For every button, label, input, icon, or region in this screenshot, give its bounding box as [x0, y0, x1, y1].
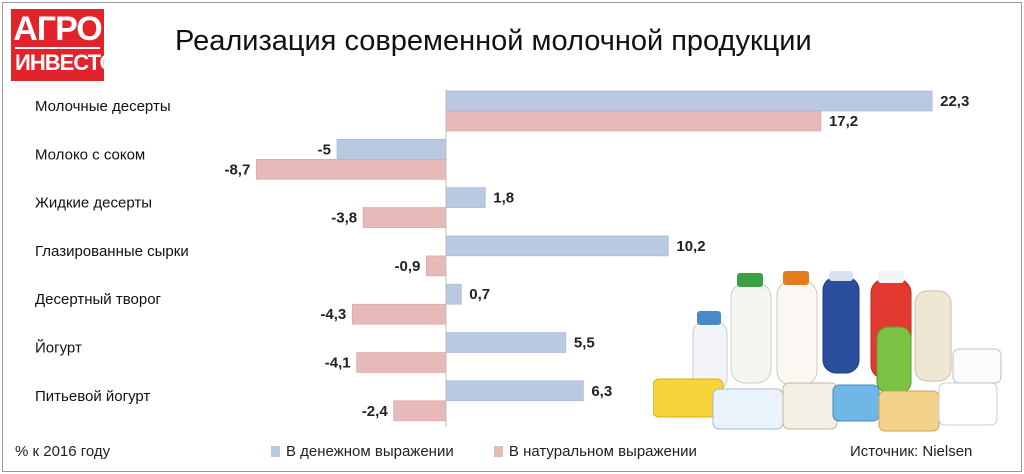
footnote: % к 2016 году [15, 443, 111, 460]
value-label-volume: -4,3 [320, 306, 346, 323]
source-note: Источник: Nielsen [850, 443, 973, 460]
value-label-volume: -0,9 [395, 258, 421, 275]
legend-swatch-volume [493, 446, 503, 457]
bar-monetary [445, 332, 567, 353]
category-labels: Молочные десерты Молоко с соком Жидкие дес… [35, 98, 189, 405]
category-label: Десертный творог [35, 291, 162, 308]
bar-volume [256, 159, 447, 180]
logo-line-1: АГРО [13, 10, 103, 48]
bars [256, 90, 933, 422]
value-label-monetary: -5 [318, 141, 331, 158]
bar-monetary [445, 380, 584, 402]
category-label: Глазированные сырки [35, 243, 189, 260]
bar-monetary [445, 283, 462, 305]
value-label-volume: -2,4 [362, 403, 389, 420]
bar-volume [351, 303, 447, 325]
bar-volume [445, 110, 822, 132]
value-label-monetary: 1,8 [493, 190, 514, 207]
bar-volume [356, 352, 447, 373]
legend-label-monetary: В денежном выражении [286, 443, 454, 460]
category-label: Питьевой йогурт [35, 388, 150, 405]
legend-label-volume: В натуральном выражении [508, 443, 697, 460]
value-label-volume: -4,1 [325, 355, 351, 372]
category-label: Йогурт [35, 339, 82, 357]
bar-monetary [336, 139, 447, 160]
value-label-volume: 17,2 [829, 113, 858, 130]
value-label-monetary: 10,2 [676, 238, 705, 255]
chart-title: Реализация современной молочной продукци… [175, 25, 812, 57]
value-labels: 22,3 17,2 -5 -8,7 1,8 -3,8 10,2 -0,9 0,7 -4,3 5,5 -… [224, 93, 969, 420]
bar-monetary [445, 187, 486, 208]
bar-chart: Молочные десерты Молоко с соком Жидкие дес… [35, 89, 969, 428]
legend-item-monetary: В денежном выражении [271, 443, 454, 460]
bar-monetary [445, 90, 933, 112]
value-label-volume: -8,7 [224, 161, 250, 178]
dairy-products-photo [653, 271, 1002, 432]
value-label-monetary: 22,3 [940, 93, 969, 110]
legend: В денежном выражении В натуральном выраж… [271, 443, 733, 460]
value-label-monetary: 0,7 [469, 286, 490, 303]
bar-volume [393, 400, 447, 422]
category-label: Жидкие десерты [35, 195, 152, 212]
value-label-monetary: 6,3 [591, 383, 612, 400]
value-label-monetary: 5,5 [574, 335, 595, 352]
bar-volume [362, 207, 447, 228]
legend-swatch-monetary [271, 446, 280, 457]
category-label: Молочные десерты [35, 98, 171, 115]
bottle-group [692, 271, 952, 394]
bar-volume [426, 255, 447, 277]
legend-item-volume: В натуральном выражении [493, 443, 697, 460]
cup-group [653, 348, 1002, 432]
value-label-volume: -3,8 [331, 210, 357, 227]
category-label: Молоко с соком [35, 146, 145, 163]
bar-monetary [445, 235, 669, 257]
